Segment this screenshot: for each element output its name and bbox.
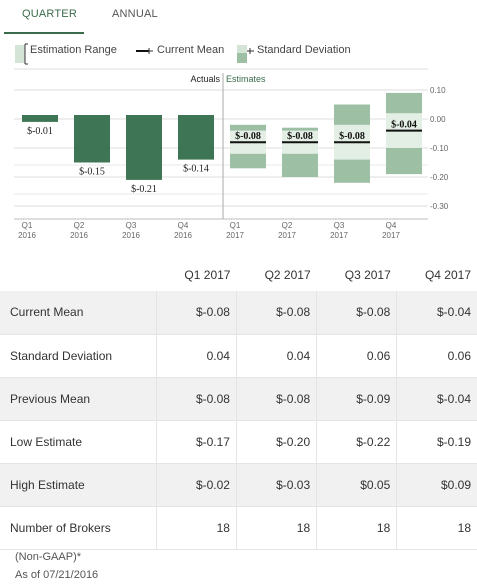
column-header: Q3 2017 [344,268,391,282]
table-cell: 18 [155,506,237,550]
table-cell: 0.04 [155,334,237,378]
stddev-swatch-icon [237,45,254,63]
as-of-date: As of 07/21/2016 [15,569,99,581]
x-tick-label: 2016 [18,231,36,240]
actual-bar [22,115,58,122]
table-cell: 0.06 [396,334,477,378]
table-cell: $-0.04 [396,291,477,335]
x-tick-label: Q4 [178,221,189,230]
table-row: Low Estimate $-0.17 $-0.20 $-0.22 $-0.19 [0,420,477,464]
actual-value-label: $-0.21 [131,184,157,195]
non-gaap-note: (Non-GAAP)* [15,551,82,563]
table-cell: $-0.08 [316,291,397,335]
row-label: Number of Brokers [0,506,157,550]
x-tick-label: Q1 [22,221,33,230]
x-tick-label: 2016 [122,231,140,240]
actuals-label: Actuals [190,74,220,84]
column-header: Q1 2017 [184,268,231,282]
y-tick-label: 0.10 [430,86,446,95]
column-header: Q2 2017 [264,268,311,282]
x-tick-label: 2017 [226,231,244,240]
estimate-mean-label: $-0.08 [235,131,261,142]
actual-bar [74,115,110,163]
row-label: Standard Deviation [0,334,157,378]
row-label: High Estimate [0,463,157,507]
table-row: Number of Brokers 18 18 18 18 [0,506,477,550]
table-cell: $-0.17 [155,420,237,464]
actual-bar [126,115,162,180]
x-tick-label: Q2 [74,221,85,230]
actual-bar [178,115,214,160]
table-row: Previous Mean $-0.08 $-0.08 $-0.09 $-0.0… [0,377,477,421]
x-tick-label: Q3 [126,221,137,230]
x-tick-label: 2017 [382,231,400,240]
table-cell: $0.09 [396,463,477,507]
range-swatch-icon [15,43,28,65]
mean-line-icon [136,48,153,54]
table-cell: $-0.04 [396,377,477,421]
estimates-label: Estimates [226,74,266,84]
eps-estimate-chart: 0.10 0.00 -0.10 -0.20 -0.30 Actuals Estimates $… [14,68,449,240]
active-tab-indicator [4,32,84,34]
row-label: Current Mean [0,291,157,335]
y-tick-label: -0.20 [430,173,449,182]
actual-value-label: $-0.01 [27,126,53,137]
table-cell: 18 [316,506,397,550]
table-cell: $-0.02 [155,463,237,507]
y-tick-label: -0.30 [430,202,449,211]
x-tick-label: 2017 [330,231,348,240]
table-cell: 0.06 [316,334,397,378]
table-cell: $-0.09 [316,377,397,421]
table-row: Standard Deviation 0.04 0.04 0.06 0.06 [0,334,477,378]
legend-mean-label: Current Mean [157,44,225,56]
actual-value-label: $-0.15 [79,167,105,178]
table-header-blank [0,259,156,291]
x-tick-label: 2016 [174,231,192,240]
table-cell: 0.04 [235,334,317,378]
legend-range-label: Estimation Range [30,44,117,56]
table-cell: $-0.20 [235,420,317,464]
y-tick-label: -0.10 [430,144,449,153]
table-cell: $-0.03 [235,463,317,507]
row-label: Previous Mean [0,377,157,421]
table-cell: $-0.19 [396,420,477,464]
column-header: Q4 2017 [424,268,471,282]
estimates-table: Q1 2017 Q2 2017 Q3 2017 Q4 2017 Current … [0,259,477,550]
table-cell: $-0.22 [316,420,397,464]
row-label: Low Estimate [0,420,157,464]
legend-stddev-label: Standard Deviation [257,44,351,56]
table-header-row: Q1 2017 Q2 2017 Q3 2017 Q4 2017 [0,259,477,291]
tab-annual[interactable]: ANNUAL [112,8,158,20]
actual-value-label: $-0.14 [183,164,209,175]
table-cell: $-0.08 [235,377,317,421]
x-tick-label: Q3 [334,221,345,230]
table-cell: $-0.08 [235,291,317,335]
period-tabs: QUARTER ANNUAL [0,0,477,36]
table-cell: $-0.08 [155,377,237,421]
x-tick-label: Q2 [282,221,293,230]
x-tick-label: 2016 [70,231,88,240]
estimate-mean-label: $-0.08 [287,131,313,142]
x-tick-label: 2017 [278,231,296,240]
x-tick-label: Q1 [230,221,241,230]
estimate-mean-label: $-0.04 [391,120,417,131]
table-cell: $-0.08 [155,291,237,335]
table-row: Current Mean $-0.08 $-0.08 $-0.08 $-0.04 [0,291,477,335]
tab-quarter[interactable]: QUARTER [22,8,77,20]
table-row: High Estimate $-0.02 $-0.03 $0.05 $0.09 [0,463,477,507]
y-tick-label: 0.00 [430,115,446,124]
table-cell: 18 [396,506,477,550]
estimate-mean-label: $-0.08 [339,131,365,142]
x-tick-label: Q4 [386,221,397,230]
table-cell: $0.05 [316,463,397,507]
table-cell: 18 [235,506,317,550]
